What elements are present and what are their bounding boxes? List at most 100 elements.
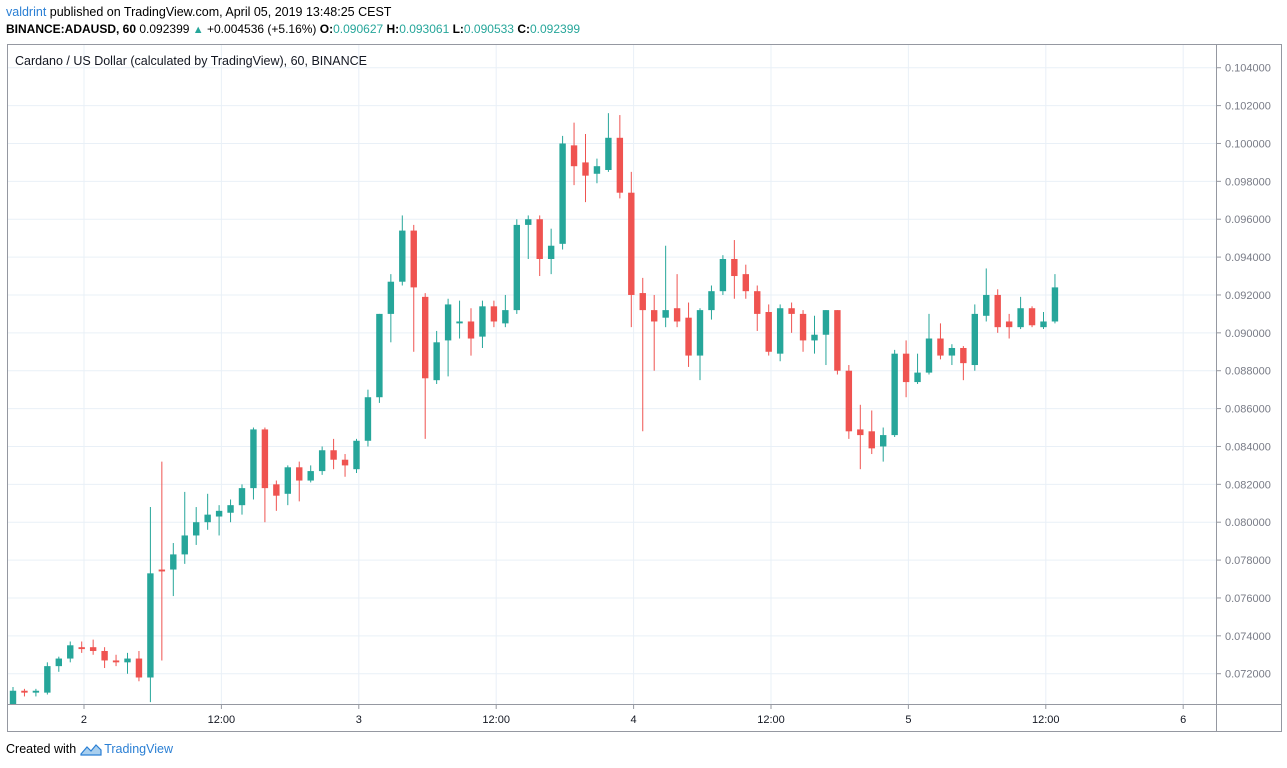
candle-body (250, 429, 257, 489)
high-label: H: (386, 22, 400, 36)
candle-down (902, 340, 910, 398)
candle-down (1028, 306, 1036, 328)
y-tick-label: 0.088000 (1225, 366, 1271, 378)
candle-body (925, 338, 933, 373)
candle-down (857, 404, 864, 470)
y-tick-label: 0.090000 (1225, 328, 1271, 340)
author-link[interactable]: valdrint (6, 5, 47, 19)
candle-body (536, 219, 543, 259)
candle-down (570, 122, 578, 186)
candle-up (708, 285, 715, 320)
candle-down (330, 438, 337, 470)
candle-body (914, 372, 921, 383)
candle-up (822, 310, 830, 366)
candle-body (788, 308, 795, 314)
candle-up (399, 215, 406, 286)
tradingview-link[interactable]: TradingView (104, 742, 173, 756)
price-change: +0.004536 (+5.16%) (207, 22, 317, 36)
candle-body (238, 488, 246, 506)
y-tick-label: 0.084000 (1225, 441, 1271, 453)
candle-body (971, 313, 978, 366)
x-tick-label: 3 (356, 714, 362, 726)
candle-body (67, 645, 74, 659)
y-tick-label: 0.092000 (1225, 290, 1271, 302)
candle-down (341, 454, 349, 477)
candle-down (994, 289, 1001, 333)
candle-body (341, 459, 349, 466)
candle-down (845, 365, 853, 439)
candle-up (479, 300, 486, 348)
candle-up (1017, 296, 1024, 330)
candle-down (582, 134, 589, 203)
up-arrow-icon: ▲ (192, 24, 204, 36)
candle-down (261, 427, 269, 523)
candle-up (204, 493, 211, 530)
candle-up (32, 688, 40, 697)
time-axis: 2 12:00 3 12:00 4 12:00 5 12:00 6 (81, 704, 1186, 726)
candle-down (135, 650, 143, 682)
candle-body (1028, 308, 1036, 326)
candle-body (181, 535, 188, 555)
candle-body (376, 313, 383, 398)
symbol-label: BINANCE:ADAUSD, 60 (6, 22, 137, 36)
candle-body (296, 467, 303, 481)
candle-down (410, 224, 417, 352)
candle-up (914, 353, 921, 384)
candle-body (616, 137, 624, 193)
candle-body (135, 658, 143, 678)
candle-up (364, 389, 372, 447)
close-label: C: (517, 22, 530, 36)
y-tick-label: 0.082000 (1225, 479, 1271, 491)
candle-body (754, 291, 761, 314)
candle-up (971, 304, 978, 371)
candle-body (651, 310, 658, 322)
x-tick-label: 12:00 (482, 714, 510, 726)
y-tick-label: 0.078000 (1225, 555, 1271, 567)
grid (8, 45, 1216, 704)
candle-up (387, 274, 395, 343)
candle-up (318, 446, 326, 475)
candle-up (44, 662, 51, 695)
candle-up (605, 113, 612, 172)
candle-up (719, 255, 727, 295)
candle-body (857, 429, 864, 436)
candle-body (742, 274, 749, 292)
candle-body (433, 342, 440, 381)
candle-body (261, 429, 269, 489)
chart-title: Cardano / US Dollar (calculated by Tradi… (15, 54, 367, 68)
candle-up (353, 438, 360, 473)
candle-down (536, 215, 543, 277)
candle-body (21, 690, 28, 693)
candle-body (387, 281, 395, 314)
candle-down (296, 461, 303, 502)
candle-up (181, 491, 188, 564)
open-value: 0.090627 (333, 22, 384, 36)
y-tick-label: 0.094000 (1225, 252, 1271, 264)
y-tick-label: 0.104000 (1225, 63, 1271, 75)
candle-body (948, 347, 956, 356)
candle-body (44, 666, 51, 693)
candle-up (376, 313, 383, 403)
candle-body (673, 308, 681, 322)
candle-up (948, 344, 956, 366)
candle-down (834, 310, 841, 375)
candle-down (960, 346, 967, 381)
candle-body (399, 230, 406, 282)
candle-down (21, 688, 28, 697)
candle-body (1051, 287, 1059, 322)
candle-body (891, 353, 898, 436)
candle-down (788, 302, 795, 333)
candle-up (593, 158, 601, 184)
candle-body (204, 514, 211, 523)
candle-down (639, 277, 646, 432)
y-tick-label: 0.080000 (1225, 517, 1271, 529)
candle-body (983, 294, 990, 316)
candle-up (9, 686, 17, 704)
y-tick-label: 0.096000 (1225, 214, 1271, 226)
candle-body (330, 450, 337, 460)
published-text: published on TradingView.com, April 05, … (49, 5, 392, 19)
candle-body (811, 334, 818, 341)
candle-body (78, 647, 85, 650)
candle-body (799, 313, 807, 341)
